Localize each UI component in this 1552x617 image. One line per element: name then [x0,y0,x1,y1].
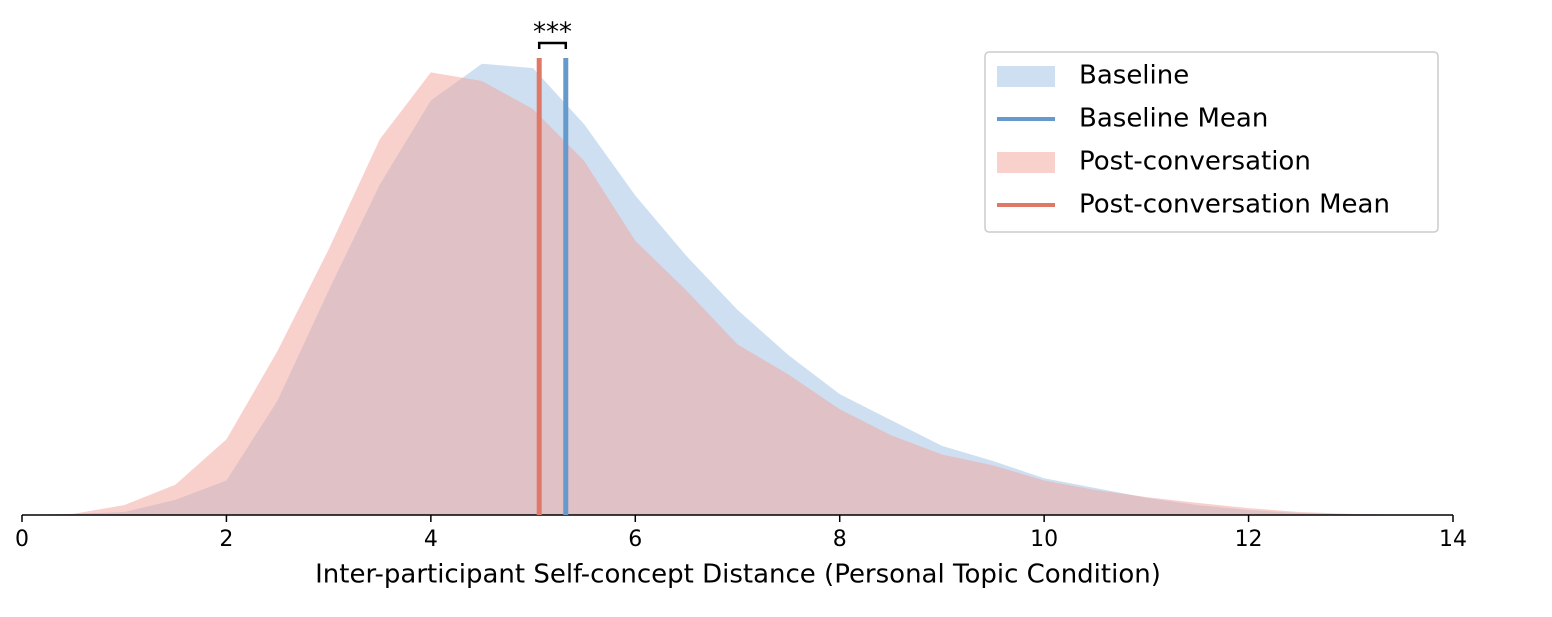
legend-swatch [997,152,1055,173]
legend-swatch [997,66,1055,87]
x-tick-label: 12 [1235,527,1263,552]
x-tick-label: 14 [1439,527,1467,552]
x-tick-label: 8 [833,527,847,552]
x-axis-label: Inter-participant Self-concept Distance … [315,560,1161,590]
significance-label: *** [533,18,572,48]
legend-frame [984,51,1439,233]
x-tick-label: 6 [628,527,642,552]
legend-label: Post-conversation [1079,147,1311,177]
x-tick-label: 2 [219,527,233,552]
x-tick-label: 10 [1030,527,1058,552]
significance-bracket [537,41,568,49]
legend-label: Baseline Mean [1079,104,1268,134]
x-tick-label: 0 [15,527,29,552]
x-tick-label: 4 [424,527,438,552]
density-area [22,72,1402,516]
legend-label: Baseline [1079,61,1189,91]
legend: Baseline Baseline Mean Post-conversation Po… [984,51,1439,233]
legend-label: Post-conversation Mean [1079,190,1390,220]
